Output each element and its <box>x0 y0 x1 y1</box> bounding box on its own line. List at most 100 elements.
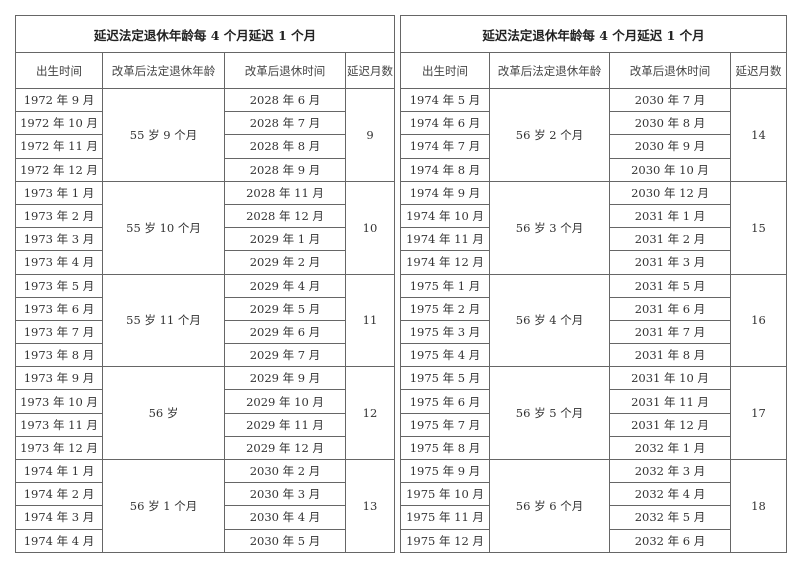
retirement-time-cell: 2029 年 6 月 <box>224 319 346 345</box>
retirement-time-cell: 2028 年 7 月 <box>224 111 346 136</box>
birth-date-cell: 1975 年 3 月 <box>400 319 490 345</box>
retirement-time-cell: 2030 年 5 月 <box>224 528 346 553</box>
birth-date-cell: 1975 年 10 月 <box>400 482 490 507</box>
retirement-time-cell: 2029 年 10 月 <box>224 389 346 414</box>
retirement-time-cell: 2032 年 3 月 <box>609 458 731 484</box>
retirement-age-cell: 56 岁 3 个月 <box>489 180 610 275</box>
header-delay-months: 延迟月数 <box>730 52 787 89</box>
retirement-age-cell: 56 岁 2 个月 <box>489 88 610 182</box>
retirement-time-cell: 2029 年 1 月 <box>224 227 346 252</box>
table-row: 1975 年 5 月 56 岁 5 个月 2031 年 10 月 17 <box>400 366 787 460</box>
table-row: 1975 年 4 月 2031 年 8 月 <box>400 343 787 368</box>
birth-date-cell: 1974 年 11 月 <box>400 227 490 252</box>
birth-date-cell: 1974 年 9 月 <box>400 180 490 205</box>
retirement-time-cell: 2032 年 1 月 <box>609 435 731 461</box>
table-row: 1973 年 7 月 2029 年 6 月 <box>15 319 395 345</box>
table-row: 1973 年 10 月 2029 年 10 月 <box>15 389 395 414</box>
retirement-time-cell: 2030 年 7 月 <box>609 87 731 113</box>
birth-date-cell: 1975 年 1 月 <box>400 273 490 298</box>
retirement-age-cell: 55 岁 9 个月 <box>102 88 225 182</box>
retirement-time-cell: 2031 年 2 月 <box>609 227 731 252</box>
birth-date-cell: 1973 年 7 月 <box>15 319 103 345</box>
birth-date-cell: 1975 年 11 月 <box>400 505 490 530</box>
birth-date-cell: 1975 年 6 月 <box>400 389 490 414</box>
table-row: 1973 年 2 月 2028 年 12 月 <box>15 203 395 229</box>
retirement-table-left: 延迟法定退休年龄每 4 个月延迟 1 个月 出生时间 改革后法定退休年龄 改革后… <box>15 15 395 553</box>
header-birth-date: 出生时间 <box>15 52 103 89</box>
retirement-age-cell: 55 岁 11 个月 <box>102 273 225 368</box>
delay-months-cell: 9 <box>345 88 395 182</box>
birth-date-cell: 1973 年 8 月 <box>15 343 103 368</box>
retirement-age-cell: 55 岁 10 个月 <box>102 180 225 275</box>
delay-months-cell: 17 <box>730 366 787 460</box>
retirement-table-right: 延迟法定退休年龄每 4 个月延迟 1 个月 出生时间 改革后法定退休年龄 改革后… <box>400 15 787 553</box>
birth-date-cell: 1974 年 3 月 <box>15 505 103 530</box>
table-row: 1972 年 11 月 2028 年 8 月 <box>15 134 395 159</box>
table-row: 1975 年 1 月 56 岁 4 个月 2031 年 5 月 16 <box>400 273 787 368</box>
birth-date-cell: 1974 年 6 月 <box>400 111 490 136</box>
birth-date-cell: 1974 年 4 月 <box>15 528 103 553</box>
retirement-time-cell: 2032 年 5 月 <box>609 505 731 530</box>
table-row: 1974 年 7 月 2030 年 9 月 <box>400 134 787 159</box>
retirement-time-cell: 2028 年 9 月 <box>224 157 346 182</box>
retirement-time-cell: 2031 年 7 月 <box>609 319 731 345</box>
birth-date-cell: 1975 年 8 月 <box>400 435 490 461</box>
delay-months-cell: 13 <box>345 459 395 553</box>
birth-date-cell: 1973 年 11 月 <box>15 412 103 437</box>
birth-date-cell: 1972 年 9 月 <box>15 87 103 113</box>
table-row: 1973 年 4 月 2029 年 2 月 <box>15 250 395 275</box>
table-row: 1975 年 7 月 2031 年 12 月 <box>400 412 787 437</box>
table-title: 延迟法定退休年龄每 4 个月延迟 1 个月 <box>15 15 395 53</box>
retirement-time-cell: 2031 年 11 月 <box>609 389 731 414</box>
table-row: 1975 年 9 月 56 岁 6 个月 2032 年 3 月 18 <box>400 458 787 553</box>
birth-date-cell: 1975 年 12 月 <box>400 528 490 553</box>
header-delay-months: 延迟月数 <box>345 52 395 89</box>
birth-date-cell: 1973 年 10 月 <box>15 389 103 414</box>
retirement-age-cell: 56 岁 4 个月 <box>489 273 610 368</box>
table-row: 1974 年 2 月 2030 年 3 月 <box>15 482 395 507</box>
birth-date-cell: 1974 年 1 月 <box>15 458 103 484</box>
table-row: 1974 年 5 月 56 岁 2 个月 2030 年 7 月 14 <box>400 87 787 182</box>
retirement-age-cell: 56 岁 1 个月 <box>102 459 225 553</box>
birth-date-cell: 1975 年 2 月 <box>400 296 490 321</box>
retirement-time-cell: 2031 年 12 月 <box>609 412 731 437</box>
table-row: 1972 年 10 月 2028 年 7 月 <box>15 111 395 136</box>
birth-date-cell: 1975 年 9 月 <box>400 458 490 484</box>
table-row: 1973 年 1 月 55 岁 10 个月 2028 年 11 月 10 <box>15 180 395 275</box>
table-row: 1973 年 9 月 56 岁 2029 年 9 月 12 <box>15 366 395 460</box>
birth-date-cell: 1974 年 7 月 <box>400 134 490 159</box>
table-row: 1974 年 4 月 2030 年 5 月 <box>15 528 395 553</box>
retirement-time-cell: 2030 年 12 月 <box>609 180 731 205</box>
retirement-time-cell: 2028 年 12 月 <box>224 203 346 229</box>
retirement-time-cell: 2030 年 2 月 <box>224 458 346 484</box>
birth-date-cell: 1973 年 12 月 <box>15 435 103 461</box>
table-row: 1974 年 6 月 2030 年 8 月 <box>400 111 787 136</box>
retirement-age-cell: 56 岁 5 个月 <box>489 366 610 460</box>
retirement-time-cell: 2031 年 6 月 <box>609 296 731 321</box>
table-row: 1975 年 12 月 2032 年 6 月 <box>400 528 787 553</box>
table-row: 1974 年 1 月 56 岁 1 个月 2030 年 2 月 13 <box>15 458 395 553</box>
birth-date-cell: 1973 年 6 月 <box>15 296 103 321</box>
table-row: 1974 年 3 月 2030 年 4 月 <box>15 505 395 530</box>
birth-date-cell: 1974 年 10 月 <box>400 203 490 229</box>
birth-date-cell: 1973 年 3 月 <box>15 227 103 252</box>
birth-date-cell: 1973 年 5 月 <box>15 273 103 298</box>
table-row: 1974 年 11 月 2031 年 2 月 <box>400 227 787 252</box>
retirement-time-cell: 2031 年 3 月 <box>609 250 731 275</box>
table-row: 1973 年 6 月 2029 年 5 月 <box>15 296 395 321</box>
birth-date-cell: 1972 年 10 月 <box>15 111 103 136</box>
retirement-time-cell: 2029 年 11 月 <box>224 412 346 437</box>
header-birth-date: 出生时间 <box>400 52 490 89</box>
header-retirement-time: 改革后退休时间 <box>224 52 346 89</box>
delay-months-cell: 12 <box>345 366 395 460</box>
retirement-time-cell: 2030 年 4 月 <box>224 505 346 530</box>
retirement-time-cell: 2032 年 6 月 <box>609 528 731 553</box>
table-row: 1973 年 5 月 55 岁 11 个月 2029 年 4 月 11 <box>15 273 395 368</box>
table-title: 延迟法定退休年龄每 4 个月延迟 1 个月 <box>400 15 787 53</box>
retirement-time-cell: 2031 年 5 月 <box>609 273 731 298</box>
birth-date-cell: 1974 年 12 月 <box>400 250 490 275</box>
birth-date-cell: 1974 年 5 月 <box>400 87 490 113</box>
delay-months-cell: 11 <box>345 273 395 368</box>
retirement-age-cell: 56 岁 <box>102 366 225 460</box>
